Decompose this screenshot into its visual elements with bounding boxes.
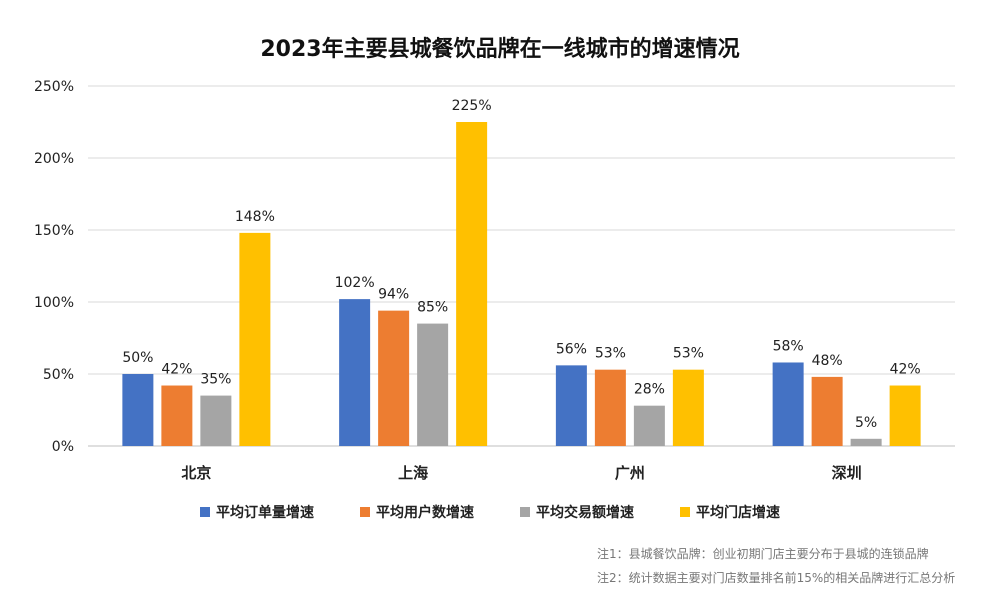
x-axis-categories: 北京 上海 广州 深圳	[181, 464, 861, 482]
bar	[122, 374, 154, 446]
legend-swatch	[360, 507, 370, 517]
bar	[633, 405, 665, 446]
data-label: 42%	[161, 362, 192, 378]
data-label: 50%	[122, 350, 153, 366]
note-2: 注2：统计数据主要对门店数量排名前15%的相关品牌进行汇总分析	[597, 570, 955, 585]
bar	[555, 365, 587, 446]
bar	[378, 310, 410, 446]
y-tick-label: 250%	[34, 79, 74, 95]
data-label: 48%	[812, 353, 843, 369]
legend-label: 平均交易额增速	[536, 504, 634, 521]
x-category-label: 上海	[398, 464, 428, 482]
legend-label: 平均用户数增速	[376, 504, 474, 521]
legend-label: 平均订单量增速	[216, 504, 314, 521]
x-category-label: 广州	[615, 464, 645, 482]
bar	[594, 369, 626, 446]
data-label: 53%	[595, 346, 626, 362]
chart-title: 2023年主要县城餐饮品牌在一线城市的增速情况	[260, 36, 739, 62]
data-label: 225%	[452, 98, 492, 114]
bar	[456, 122, 488, 446]
legend-item: 平均订单量增速	[200, 504, 314, 521]
bar	[339, 299, 371, 446]
bar	[850, 438, 882, 446]
legend-label: 平均门店增速	[696, 504, 780, 521]
legend-item: 平均用户数增速	[360, 504, 474, 521]
data-label: 148%	[235, 209, 275, 225]
data-label: 28%	[634, 382, 665, 398]
bar	[772, 362, 804, 446]
bar	[672, 369, 704, 446]
note-1: 注1：县城餐饮品牌：创业初期门店主要分布于县城的连锁品牌	[597, 546, 929, 561]
x-category-label: 北京	[181, 464, 211, 482]
y-tick-label: 50%	[43, 367, 74, 383]
data-labels: 50% 42% 35% 148% 102%94% 85% 225% 56% 53% 28% 53% 5…	[122, 98, 920, 431]
data-label: 94%	[378, 287, 409, 303]
legend-item: 平均门店增速	[680, 504, 780, 521]
data-label: 56%	[556, 341, 587, 357]
bar	[239, 232, 271, 446]
y-tick-label: 100%	[34, 295, 74, 311]
legend-swatch	[200, 507, 210, 517]
legend-item: 平均交易额增速	[520, 504, 634, 521]
data-label: 102%	[335, 275, 375, 291]
legend-swatch	[680, 507, 690, 517]
y-tick-label: 0%	[52, 439, 74, 455]
bar	[161, 385, 193, 446]
bar	[200, 395, 232, 446]
bars	[122, 122, 921, 446]
data-label: 58%	[773, 338, 804, 354]
legend-swatch	[520, 507, 530, 517]
data-label: 5%	[855, 415, 877, 431]
y-axis-ticks: 0% 50% 100% 150% 200% 250%	[34, 79, 74, 455]
data-label: 85%	[417, 300, 448, 316]
gridlines	[88, 85, 955, 447]
data-label: 53%	[673, 346, 704, 362]
bar	[889, 385, 921, 446]
y-tick-label: 150%	[34, 223, 74, 239]
data-label: 35%	[200, 372, 231, 388]
legend: 平均订单量增速 平均用户数增速 平均交易额增速 平均门店增速	[200, 504, 780, 521]
x-category-label: 深圳	[832, 464, 862, 482]
y-tick-label: 200%	[34, 151, 74, 167]
bar	[811, 376, 843, 446]
bar	[417, 323, 449, 446]
data-label: 42%	[890, 362, 921, 378]
